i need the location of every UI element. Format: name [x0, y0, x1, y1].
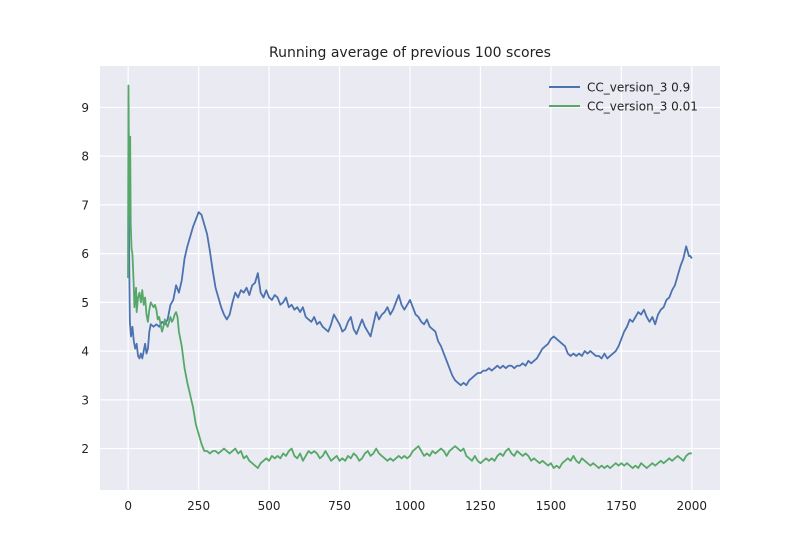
x-tick-label: 750 [328, 499, 351, 513]
y-tick-label: 6 [81, 247, 89, 261]
legend-label: CC_version_3 0.01 [587, 100, 698, 114]
grid-lines [100, 66, 720, 490]
y-tick-label: 9 [81, 101, 89, 115]
x-tick-label: 2000 [677, 499, 708, 513]
legend: CC_version_3 0.9 CC_version_3 0.01 [549, 81, 698, 114]
y-tick-label: 5 [81, 296, 89, 310]
x-tick-label: 500 [258, 499, 281, 513]
x-tick-label: 0 [124, 499, 132, 513]
y-tick-label: 3 [81, 393, 89, 407]
y-tick-label: 7 [81, 198, 89, 212]
x-tick-label: 250 [187, 499, 210, 513]
tick-labels: 0 250 500 750 1000 1250 1500 1750 2000 2 3 4 5 6 7 8 9 [81, 101, 707, 513]
x-tick-label: 1750 [606, 499, 637, 513]
series-line-2 [127, 84, 692, 469]
x-tick-label: 1250 [465, 499, 496, 513]
x-tick-label: 1500 [536, 499, 567, 513]
y-tick-label: 2 [81, 442, 89, 456]
y-tick-label: 8 [81, 150, 89, 164]
x-tick-label: 1000 [395, 499, 426, 513]
series-line-1 [127, 111, 693, 387]
series-lines [127, 84, 693, 469]
chart-title: Running average of previous 100 scores [269, 45, 551, 61]
legend-label: CC_version_3 0.9 [587, 81, 690, 95]
y-tick-label: 4 [81, 345, 89, 359]
